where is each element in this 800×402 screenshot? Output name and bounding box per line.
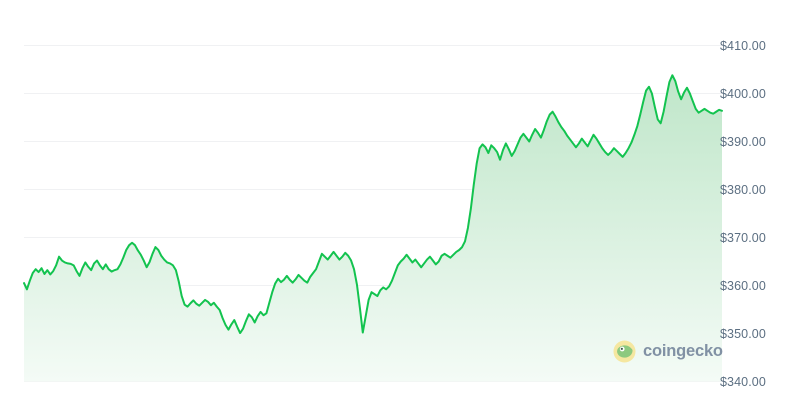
chart-area-fill (24, 75, 722, 382)
coingecko-gecko-icon (613, 340, 636, 363)
coingecko-brand-label: coingecko (643, 342, 723, 360)
coingecko-watermark: coingecko (613, 340, 723, 363)
chart-line-series (23, 74, 723, 335)
